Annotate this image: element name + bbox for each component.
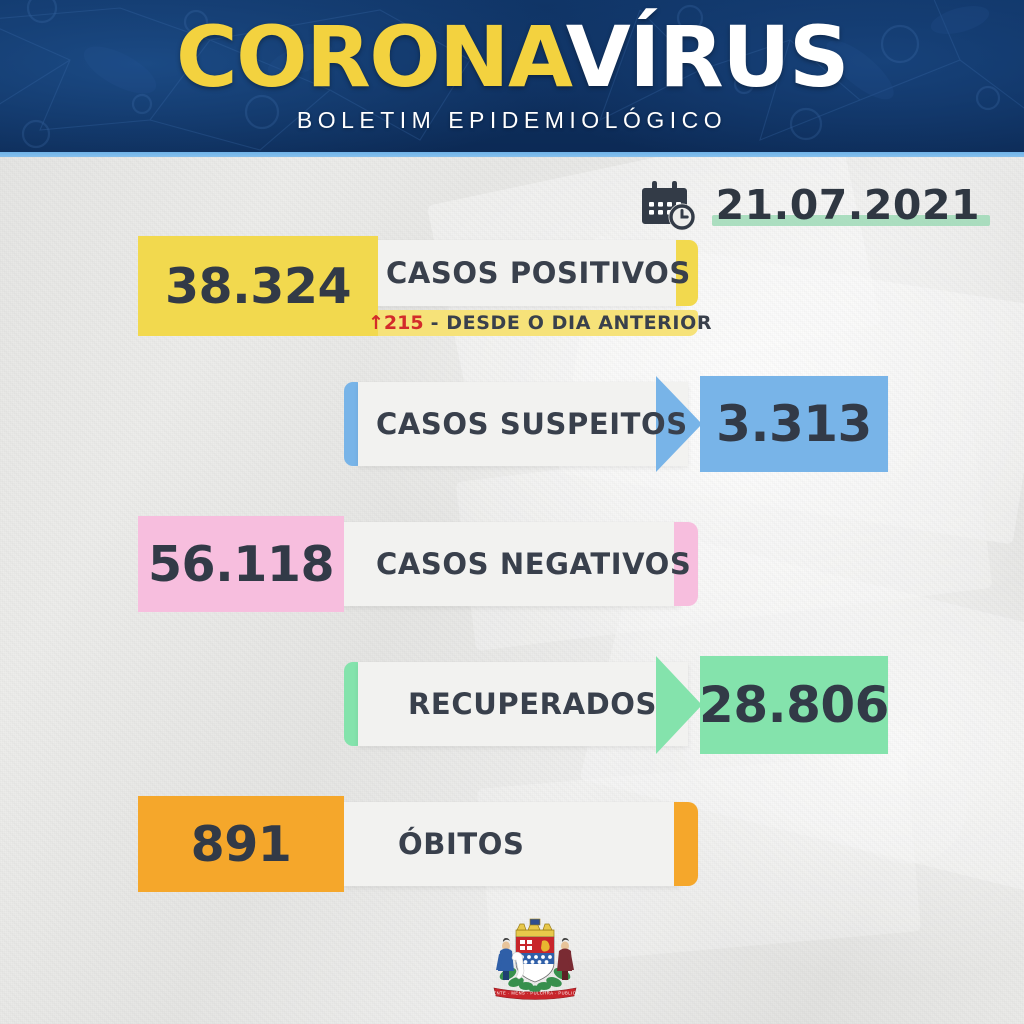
- stat-label: CASOS NEGATIVOS: [376, 547, 692, 581]
- delta-value: 215: [383, 312, 424, 334]
- header-accent-strip: [0, 152, 1024, 157]
- stat-row-obitos[interactable]: 891 ÓBITOS: [0, 796, 1024, 892]
- crest-motto: LENTE · MENS · PULCHRA · PUBLICA: [491, 991, 580, 996]
- statistics-list: 38.324 CASOS POSITIVOS ↑ 215 - DESDE O DIA…: [0, 236, 1024, 892]
- stat-label: CASOS SUSPEITOS: [376, 407, 688, 441]
- stat-label-panel: [344, 522, 680, 606]
- stat-delta-panel: [364, 310, 698, 336]
- calendar-clock-icon: [641, 181, 696, 231]
- stat-arrow-tip: [656, 376, 702, 472]
- page-title: CORONAVÍRUS: [176, 15, 849, 99]
- stat-label-panel: [358, 382, 688, 466]
- title-virus: VÍRUS: [565, 7, 850, 106]
- stat-end-cap: [674, 802, 698, 886]
- stat-label-panel: [364, 240, 684, 306]
- stat-arrow-tip: [656, 656, 702, 754]
- stat-delta: ↑ 215 - DESDE O DIA ANTERIOR: [364, 310, 712, 336]
- stat-value: 3.313: [716, 395, 872, 453]
- date-highlight: [711, 215, 990, 226]
- stat-label: ÓBITOS: [398, 827, 525, 861]
- stat-label-panel: [344, 802, 680, 886]
- stat-value: 891: [190, 815, 292, 873]
- stat-row-casos-negativos[interactable]: 56.118 CASOS NEGATIVOS: [0, 516, 1024, 612]
- stat-value: 56.118: [147, 535, 335, 593]
- stat-value: 38.324: [164, 257, 352, 315]
- crest-supporter-right: [557, 938, 574, 980]
- stat-row-casos-positivos[interactable]: 38.324 CASOS POSITIVOS ↑ 215 - DESDE O DIA…: [0, 236, 1024, 336]
- stat-label-panel: [358, 662, 688, 746]
- stat-arrow-tip: [296, 516, 344, 612]
- stat-row-casos-suspeitos[interactable]: CASOS SUSPEITOS 3.313: [0, 376, 1024, 472]
- stat-arrow-tip: [296, 796, 344, 892]
- stat-value-block: [700, 656, 888, 754]
- title-corona: CORONA: [176, 7, 567, 106]
- delta-text: - DESDE O DIA ANTERIOR: [430, 312, 713, 334]
- page-subtitle: BOLETIM EPIDEMIOLÓGICO: [296, 107, 728, 134]
- stat-label: RECUPERADOS: [408, 687, 658, 721]
- crest-supporter-left: [496, 938, 514, 980]
- delta-arrow-up-icon: ↑: [368, 312, 384, 334]
- date-value: 21.07.2021: [715, 181, 980, 229]
- bulletin-date: 21.07.2021: [641, 178, 990, 232]
- page-header: CORONAVÍRUS BOLETIM EPIDEMIOLÓGICO: [0, 0, 1024, 152]
- stat-label: CASOS POSITIVOS: [386, 256, 691, 290]
- virus-network-pattern: [0, 0, 1024, 151]
- stat-value: 28.806: [699, 676, 889, 734]
- stat-row-recuperados[interactable]: RECUPERADOS 28.806: [0, 656, 1024, 754]
- stat-end-cap: [674, 522, 698, 606]
- stat-value-block: [700, 376, 888, 472]
- stat-end-cap: [676, 240, 698, 306]
- municipal-coat-of-arms-icon: LENTE · MENS · PULCHRA · PUBLICA: [491, 918, 580, 1000]
- stat-arrow-tip: [330, 236, 378, 336]
